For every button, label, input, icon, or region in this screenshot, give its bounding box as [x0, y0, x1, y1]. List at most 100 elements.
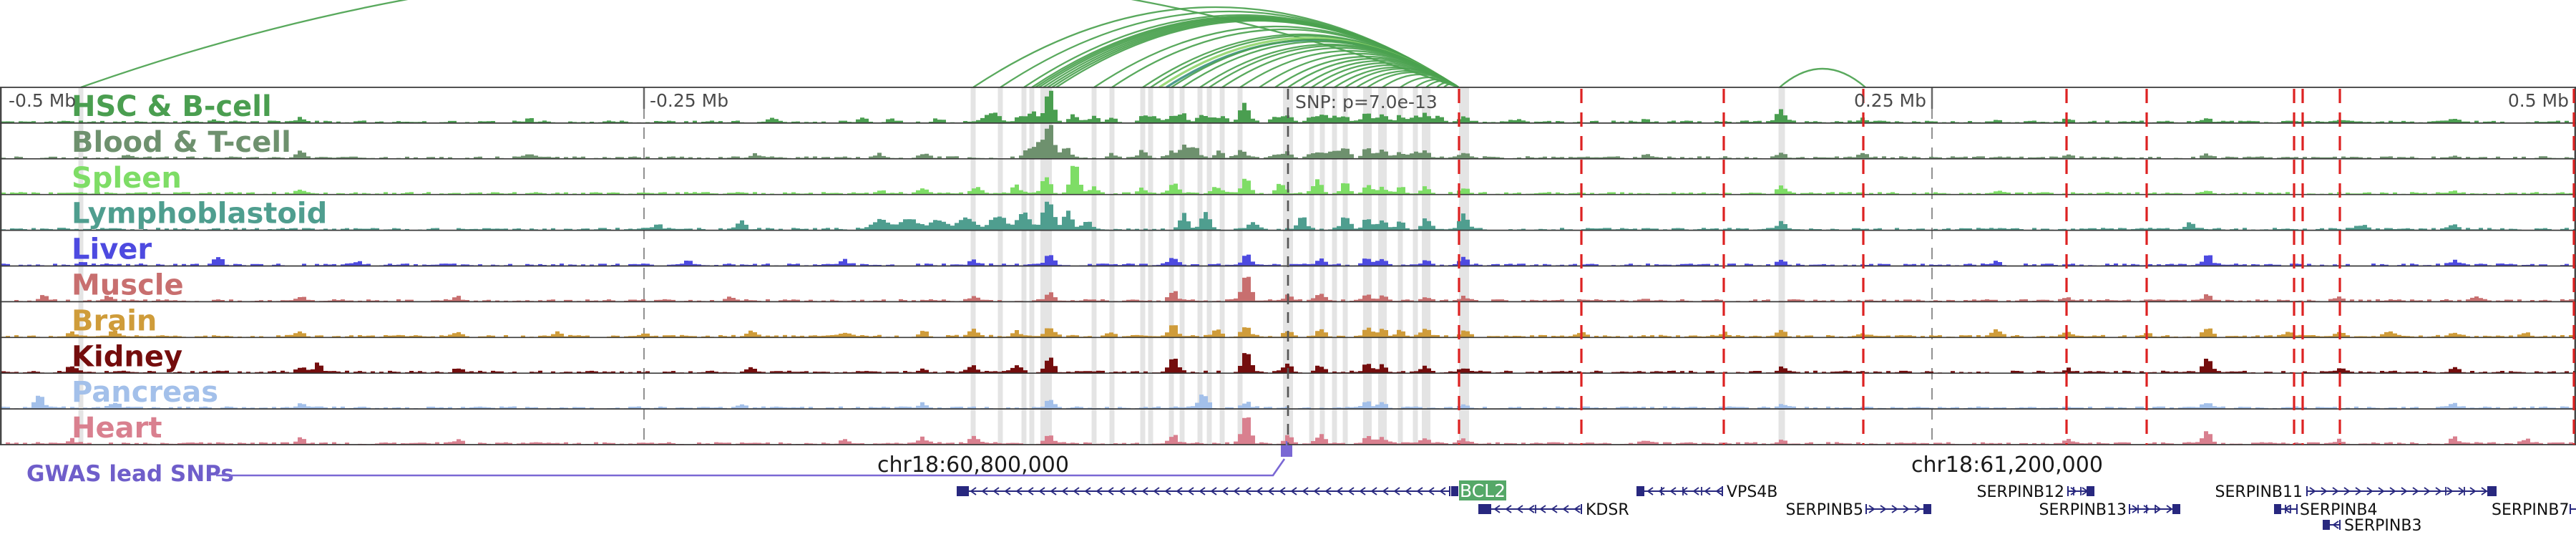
- gene-label-kdsr: KDSR: [1586, 501, 1629, 519]
- strand-arrow-icon: [1084, 487, 1091, 495]
- gene-exon-block: [1478, 504, 1491, 514]
- gene-label-serpinb11: SERPINB11: [2215, 483, 2303, 501]
- strand-arrow-icon: [1038, 487, 1045, 495]
- signal-track-heart[interactable]: [1, 417, 2576, 445]
- ruler-label: 0.25 Mb: [1854, 90, 1926, 111]
- interaction-arcs[interactable]: [80, 0, 1866, 89]
- strand-arrow-icon: [1393, 487, 1400, 495]
- strand-arrow-icon: [1439, 487, 1446, 495]
- gene-exon-block: [2323, 520, 2330, 530]
- track-label-kidney: Kidney: [72, 340, 182, 373]
- strand-arrow-icon: [1061, 487, 1068, 495]
- strand-arrow-icon: [1027, 487, 1034, 495]
- gene-serpinb5[interactable]: SERPINB5: [1786, 501, 1931, 519]
- strand-arrow-icon: [1428, 487, 1435, 495]
- strand-arrow-icon: [1891, 505, 1898, 513]
- strand-arrow-icon: [2469, 487, 2477, 495]
- strand-arrow-icon: [1015, 487, 1023, 495]
- strand-arrow-icon: [1302, 487, 1309, 495]
- gene-label-serpinb3: SERPINB3: [2344, 517, 2421, 535]
- strand-arrow-icon: [1118, 487, 1126, 495]
- strand-arrow-icon: [1539, 505, 1546, 513]
- strand-arrow-icon: [2424, 487, 2431, 495]
- strand-arrow-icon: [1416, 487, 1423, 495]
- gene-kdsr[interactable]: KDSR: [1478, 501, 1629, 519]
- strand-arrow-icon: [1050, 487, 1057, 495]
- track-label-heart: Heart: [72, 412, 162, 445]
- gene-exon-block: [1451, 486, 1458, 496]
- strand-arrow-icon: [1336, 487, 1343, 495]
- strand-arrow-icon: [1704, 487, 1711, 495]
- strand-arrow-icon: [1493, 505, 1501, 513]
- gene-serpinb4[interactable]: SERPINB4: [2274, 501, 2377, 519]
- strand-arrow-icon: [1164, 487, 1171, 495]
- track-label-brain: Brain: [72, 304, 157, 337]
- strand-arrow-icon: [2378, 487, 2385, 495]
- strand-arrow-icon: [1914, 505, 1921, 513]
- gwas-lead-snps: GWAS lead SNPs: [26, 441, 1292, 487]
- strand-arrow-icon: [1267, 487, 1274, 495]
- strand-arrow-icon: [2155, 505, 2162, 513]
- chromatin-arc[interactable]: [80, 0, 1459, 89]
- gene-exon-block: [957, 486, 969, 496]
- strand-arrow-icon: [1868, 505, 1875, 513]
- gene-bcl2[interactable]: BCL2: [957, 480, 1506, 501]
- chromatin-arc[interactable]: [1779, 68, 1866, 88]
- gene-exon-block: [2487, 486, 2497, 496]
- signal-track-brain[interactable]: [1, 325, 2576, 338]
- track-label-blood-t-cell: Blood & T-cell: [72, 126, 291, 159]
- gene-exon-block: [2087, 486, 2094, 496]
- strand-arrow-icon: [2343, 487, 2351, 495]
- strand-arrow-icon: [2458, 487, 2465, 495]
- strand-arrow-icon: [1221, 487, 1229, 495]
- signal-track-liver[interactable]: [1, 254, 2576, 266]
- gene-label-serpinb4: SERPINB4: [2300, 501, 2377, 519]
- strand-arrow-icon: [1692, 487, 1699, 495]
- strand-arrow-icon: [2166, 505, 2173, 513]
- gene-label-highlight: [1459, 480, 1506, 500]
- gene-label-vps4b: VPS4B: [1727, 483, 1777, 501]
- track-label-muscle: Muscle: [72, 269, 184, 302]
- strand-arrow-icon: [1096, 487, 1103, 495]
- strand-arrow-icon: [2412, 487, 2419, 495]
- strand-arrow-icon: [981, 487, 988, 495]
- strand-arrow-icon: [1370, 487, 1377, 495]
- gene-serpinb12[interactable]: SERPINB12: [1977, 483, 2094, 501]
- gene-serpinb13[interactable]: SERPINB13: [2039, 501, 2180, 519]
- gene-label-serpinb7: SERPINB7: [2492, 501, 2569, 519]
- gene-serpinb7[interactable]: SERPINB7: [2492, 501, 2576, 519]
- strand-arrow-icon: [1359, 487, 1366, 495]
- strand-arrow-icon: [1715, 487, 1722, 495]
- strand-arrow-icon: [2143, 505, 2150, 513]
- strand-arrow-icon: [1516, 505, 1523, 513]
- strand-arrow-icon: [1382, 487, 1389, 495]
- strand-arrow-icon: [2401, 487, 2408, 495]
- strand-arrow-icon: [2435, 487, 2442, 495]
- strand-arrow-icon: [2446, 487, 2454, 495]
- strand-arrow-icon: [1562, 505, 1569, 513]
- strand-arrow-icon: [2321, 487, 2328, 495]
- gene-label-serpinb13: SERPINB13: [2039, 501, 2127, 519]
- snp-red-lines: [1458, 89, 2575, 445]
- strand-arrow-icon: [2389, 487, 2396, 495]
- strand-arrow-icon: [970, 487, 977, 495]
- gene-serpinb3[interactable]: SERPINB3: [2323, 517, 2421, 535]
- gwas-label: GWAS lead SNPs: [26, 461, 234, 487]
- track-label-hsc-b-cell: HSC & B-cell: [72, 90, 272, 123]
- signal-track-pancreas[interactable]: [1, 395, 2576, 410]
- gene-exon-block: [2274, 504, 2281, 514]
- gene-serpinb11[interactable]: SERPINB11: [2215, 483, 2497, 501]
- chromatin-arc[interactable]: [1443, 82, 1459, 88]
- gwas-lead-snp-marker[interactable]: [1281, 445, 1292, 457]
- strand-arrow-icon: [2309, 487, 2316, 495]
- ruler-label: -0.25 Mb: [650, 90, 728, 111]
- strand-arrow-icon: [1324, 487, 1332, 495]
- strand-arrow-icon: [2132, 505, 2139, 513]
- ruler-label: -0.5 Mb: [9, 90, 76, 111]
- gene-vps4b[interactable]: VPS4B: [1636, 483, 1777, 501]
- strand-arrow-icon: [1141, 487, 1148, 495]
- strand-arrow-icon: [2070, 487, 2077, 495]
- strand-arrow-icon: [1505, 505, 1512, 513]
